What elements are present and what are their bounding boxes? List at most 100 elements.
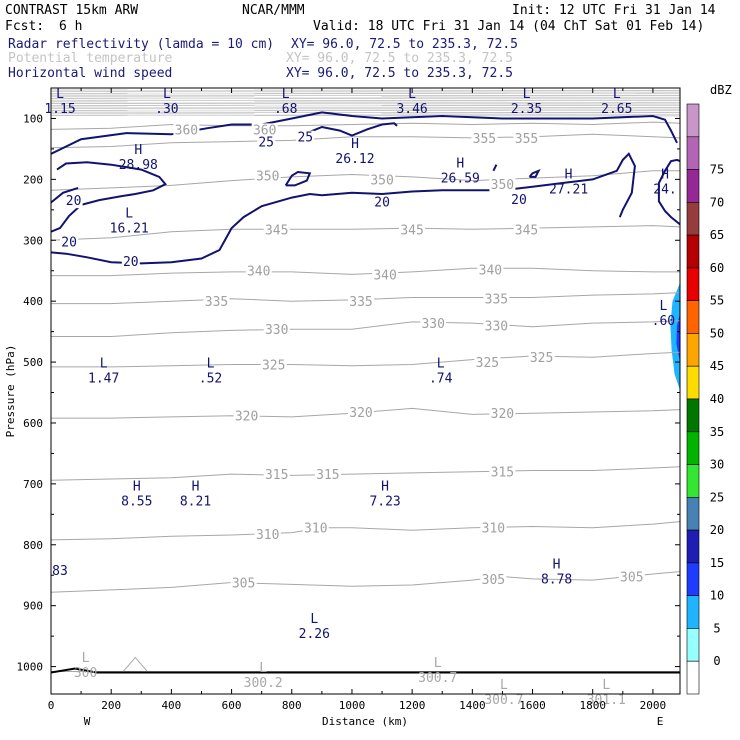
wind-label-0: 25: [258, 136, 274, 151]
terrain-line: [51, 667, 680, 674]
colorbar-swatch: [686, 398, 700, 433]
extremum-value-1: .30: [155, 102, 178, 117]
x-tick-label: 1600: [519, 699, 546, 712]
valid-time: Valid: 18 UTC Fri 31 Jan 14 (04 ChT Sat …: [313, 19, 704, 34]
colorbar-unit-label: dBZ: [710, 83, 732, 97]
wind-label-0-bg: [257, 135, 276, 150]
extremum-value-17: 8.21: [180, 494, 211, 509]
field-reflectivity-name: Radar reflectivity (lamda = 10 cm): [8, 37, 274, 52]
extremum-value-6: 28.98: [119, 158, 158, 173]
model-title: CONTRAST 15km ARW: [5, 3, 138, 18]
theta-label-8-bg: [399, 223, 426, 238]
theta-label-0: 360: [175, 123, 198, 138]
theta-label-7: 345: [265, 223, 288, 238]
extremum-value-19: 8.78: [541, 572, 572, 587]
theta-label-29: 310: [304, 522, 327, 537]
theta-label-3-bg: [513, 131, 540, 146]
extremum-marker-12: L: [659, 299, 667, 314]
extremum-marker-18: H: [381, 479, 389, 494]
y-tick-label: 800: [23, 539, 43, 552]
theta-label-15: 335: [485, 293, 508, 308]
theta-label-22-bg: [233, 409, 260, 424]
wind-label-2: 20: [66, 194, 82, 209]
extremum-marker-11: L: [125, 207, 133, 222]
center-title: NCAR/MMM: [242, 3, 305, 18]
colorbar-swatch: [686, 628, 700, 662]
theta-label-16-bg: [263, 323, 290, 338]
x-axis-west-label: W: [84, 715, 91, 728]
theta-contour-325: [51, 351, 680, 368]
theta-contour-330: [51, 320, 680, 337]
theta-label-23-bg: [348, 406, 374, 420]
extremum-marker-7: H: [351, 137, 359, 152]
x-tick-label: 1800: [579, 699, 606, 712]
wind-contour-20-8: [657, 158, 680, 226]
x-tick-label: 1000: [339, 699, 366, 712]
y-tick-label: 600: [23, 417, 43, 430]
extremum-value-15: .74: [429, 371, 453, 386]
colorbar-level-label: 55: [710, 294, 724, 308]
theta-label-0-bg: [173, 123, 200, 138]
theta-extremum-marker-0: L: [82, 651, 90, 666]
theta-label-29-bg: [302, 521, 329, 536]
colorbar-swatch: [686, 464, 700, 498]
field-reflectivity-xy: XY= 96.0, 72.5 to 235.3, 72.5: [291, 37, 518, 52]
colorbar-level-label: 20: [710, 523, 724, 537]
theta-label-17: 330: [421, 317, 444, 332]
theta-label-21: 325: [530, 351, 553, 366]
extremum-marker-15: L: [437, 356, 445, 371]
theta-label-26-bg: [314, 468, 341, 483]
x-tick-label: 200: [101, 699, 121, 712]
theta-label-1: 360: [253, 123, 276, 138]
wind-contour-25-1: [303, 122, 398, 137]
theta-label-24-bg: [489, 407, 516, 422]
wind-contour-20-2: [51, 161, 167, 233]
wind-contours: [51, 111, 680, 265]
theta-extremum-value-1: 300.2: [244, 676, 283, 691]
reflectivity-colorbar: dBZ 0 5 10 15 20 25 30 35 40 45 50 55 60 65 70 75: [686, 83, 732, 695]
wind-contour-20-6: [528, 168, 541, 178]
colorbar-level-label: 70: [710, 195, 724, 209]
wind-label-3: 20: [61, 236, 77, 251]
wind-label-3-bg: [60, 235, 79, 250]
field-theta-name: Potential temperature: [8, 51, 173, 66]
extremum-marker-10: H: [661, 168, 669, 183]
extremum-value-5: 2.65: [601, 102, 632, 117]
theta-label-10: 340: [247, 265, 270, 280]
colorbar-level-label: 40: [710, 392, 724, 406]
extremum-value-12: .60: [652, 314, 675, 329]
x-tick-label: 1400: [459, 699, 486, 712]
theta-label-7-bg: [263, 223, 290, 238]
theta-label-30-bg: [480, 521, 507, 536]
x-tick-label: 2000: [640, 699, 667, 712]
theta-label-3: 355: [515, 132, 538, 147]
x-tick-label: 0: [48, 699, 55, 712]
theta-label-12-bg: [477, 263, 504, 278]
theta-label-1-bg: [251, 123, 278, 138]
theta-label-4: 350: [256, 170, 279, 185]
y-tick-label: 100: [23, 112, 43, 125]
colorbar-level-label: 25: [710, 490, 724, 504]
theta-label-11: 340: [373, 268, 396, 283]
extremum-value-14: .52: [199, 371, 222, 386]
extremum-marker-13: L: [100, 356, 108, 371]
colorbar-level-label: 50: [710, 326, 724, 340]
y-axis-label: Pressure (hPa): [4, 345, 17, 438]
extremum-marker-5: L: [613, 87, 621, 102]
theta-label-22: 320: [235, 410, 258, 425]
theta-label-33: 305: [620, 571, 643, 586]
extremum-marker-20: L: [310, 612, 318, 627]
theta-extremum-value-0: 300: [74, 666, 97, 681]
extremum-marker-19: H: [553, 557, 561, 572]
colorbar-level-label: 60: [710, 261, 724, 275]
colorbar-level-label: 45: [710, 359, 724, 373]
theta-contour-335: [51, 292, 680, 305]
reflectivity-layer: [670, 282, 680, 391]
theta-label-6: 350: [491, 178, 514, 193]
theta-label-14-bg: [348, 295, 374, 310]
colorbar-level-label: 0: [713, 654, 720, 668]
extremum-value-21: 83: [52, 564, 68, 579]
wind-label-1: 25: [297, 131, 313, 146]
x-tick-label: 1200: [399, 699, 426, 712]
